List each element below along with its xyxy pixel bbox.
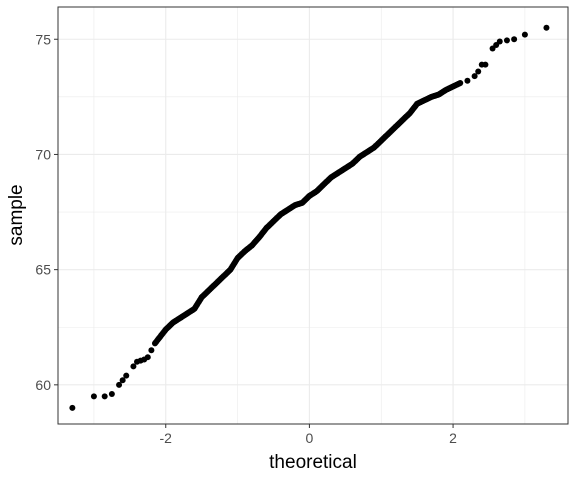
data-point <box>503 37 510 44</box>
data-point <box>116 381 123 388</box>
major-gridlines <box>58 7 568 424</box>
x-tick-label: 2 <box>449 430 457 446</box>
data-point <box>144 354 151 361</box>
data-point <box>108 391 115 398</box>
y-tick-label: 60 <box>35 377 51 393</box>
data-point <box>496 38 503 45</box>
data-points <box>69 24 550 411</box>
data-point <box>521 31 528 38</box>
y-tick-label: 70 <box>35 146 51 162</box>
x-axis: -2 0 2 <box>160 424 457 446</box>
x-tick-label: 0 <box>306 430 314 446</box>
data-point <box>475 68 482 75</box>
data-point <box>130 363 137 370</box>
data-point <box>119 377 126 384</box>
data-point <box>511 36 518 43</box>
data-point <box>69 404 76 411</box>
minor-gridlines <box>58 7 568 424</box>
data-point <box>543 24 550 31</box>
y-axis: 60 65 70 75 <box>35 31 58 393</box>
data-point <box>123 372 130 379</box>
x-axis-title: theoretical <box>269 452 357 473</box>
data-point <box>90 393 97 400</box>
data-point <box>457 80 464 87</box>
panel-border <box>57 6 569 425</box>
y-tick-label: 75 <box>35 31 51 47</box>
data-point <box>482 61 489 68</box>
data-point <box>471 73 478 80</box>
y-axis-title: sample <box>6 184 27 245</box>
data-point <box>101 393 108 400</box>
panel-background <box>58 7 568 424</box>
x-tick-label: -2 <box>160 430 173 446</box>
plot-panel <box>57 6 569 425</box>
data-point <box>464 77 471 84</box>
y-tick-label: 65 <box>35 262 51 278</box>
data-point <box>148 347 155 354</box>
